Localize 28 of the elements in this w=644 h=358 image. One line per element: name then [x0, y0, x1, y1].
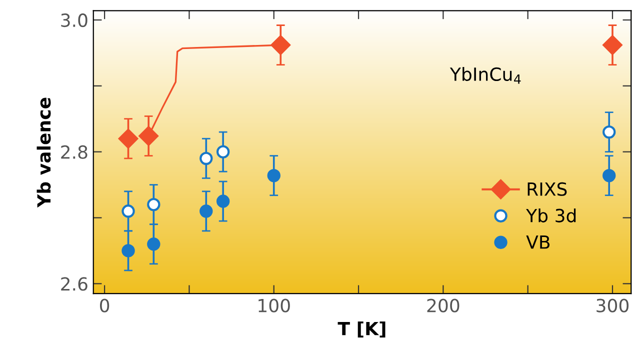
- point: [118, 128, 138, 149]
- y-tick-label: 2.6: [61, 277, 88, 291]
- x-axis-title: T [K]: [338, 321, 386, 338]
- x-tick-label: 0: [100, 298, 110, 312]
- point: [602, 168, 616, 182]
- x-tick-label: 100: [258, 298, 290, 312]
- y-tick-label: 3.0: [61, 13, 88, 28]
- legend-label: VB: [526, 236, 550, 249]
- point: [216, 194, 230, 208]
- point: [200, 152, 213, 166]
- annotation: YbInCu$_{4}$: [450, 67, 521, 84]
- point: [138, 126, 158, 146]
- point: [122, 244, 135, 258]
- x-tick-label: 300: [596, 298, 629, 312]
- y-axis-title: Yb valence: [36, 98, 51, 208]
- point: [602, 125, 616, 139]
- point: [216, 145, 230, 158]
- point: [602, 35, 622, 55]
- legend-label: Yb 3d: [526, 208, 576, 222]
- point: [270, 35, 291, 55]
- point: [267, 168, 280, 182]
- point: [200, 204, 213, 218]
- x-tick-label: 200: [427, 298, 460, 312]
- y-tick-label: 2.8: [61, 145, 88, 159]
- point: [147, 238, 160, 251]
- point: [147, 198, 160, 212]
- point: [122, 204, 135, 218]
- legend-label: RIXS: [528, 182, 567, 196]
